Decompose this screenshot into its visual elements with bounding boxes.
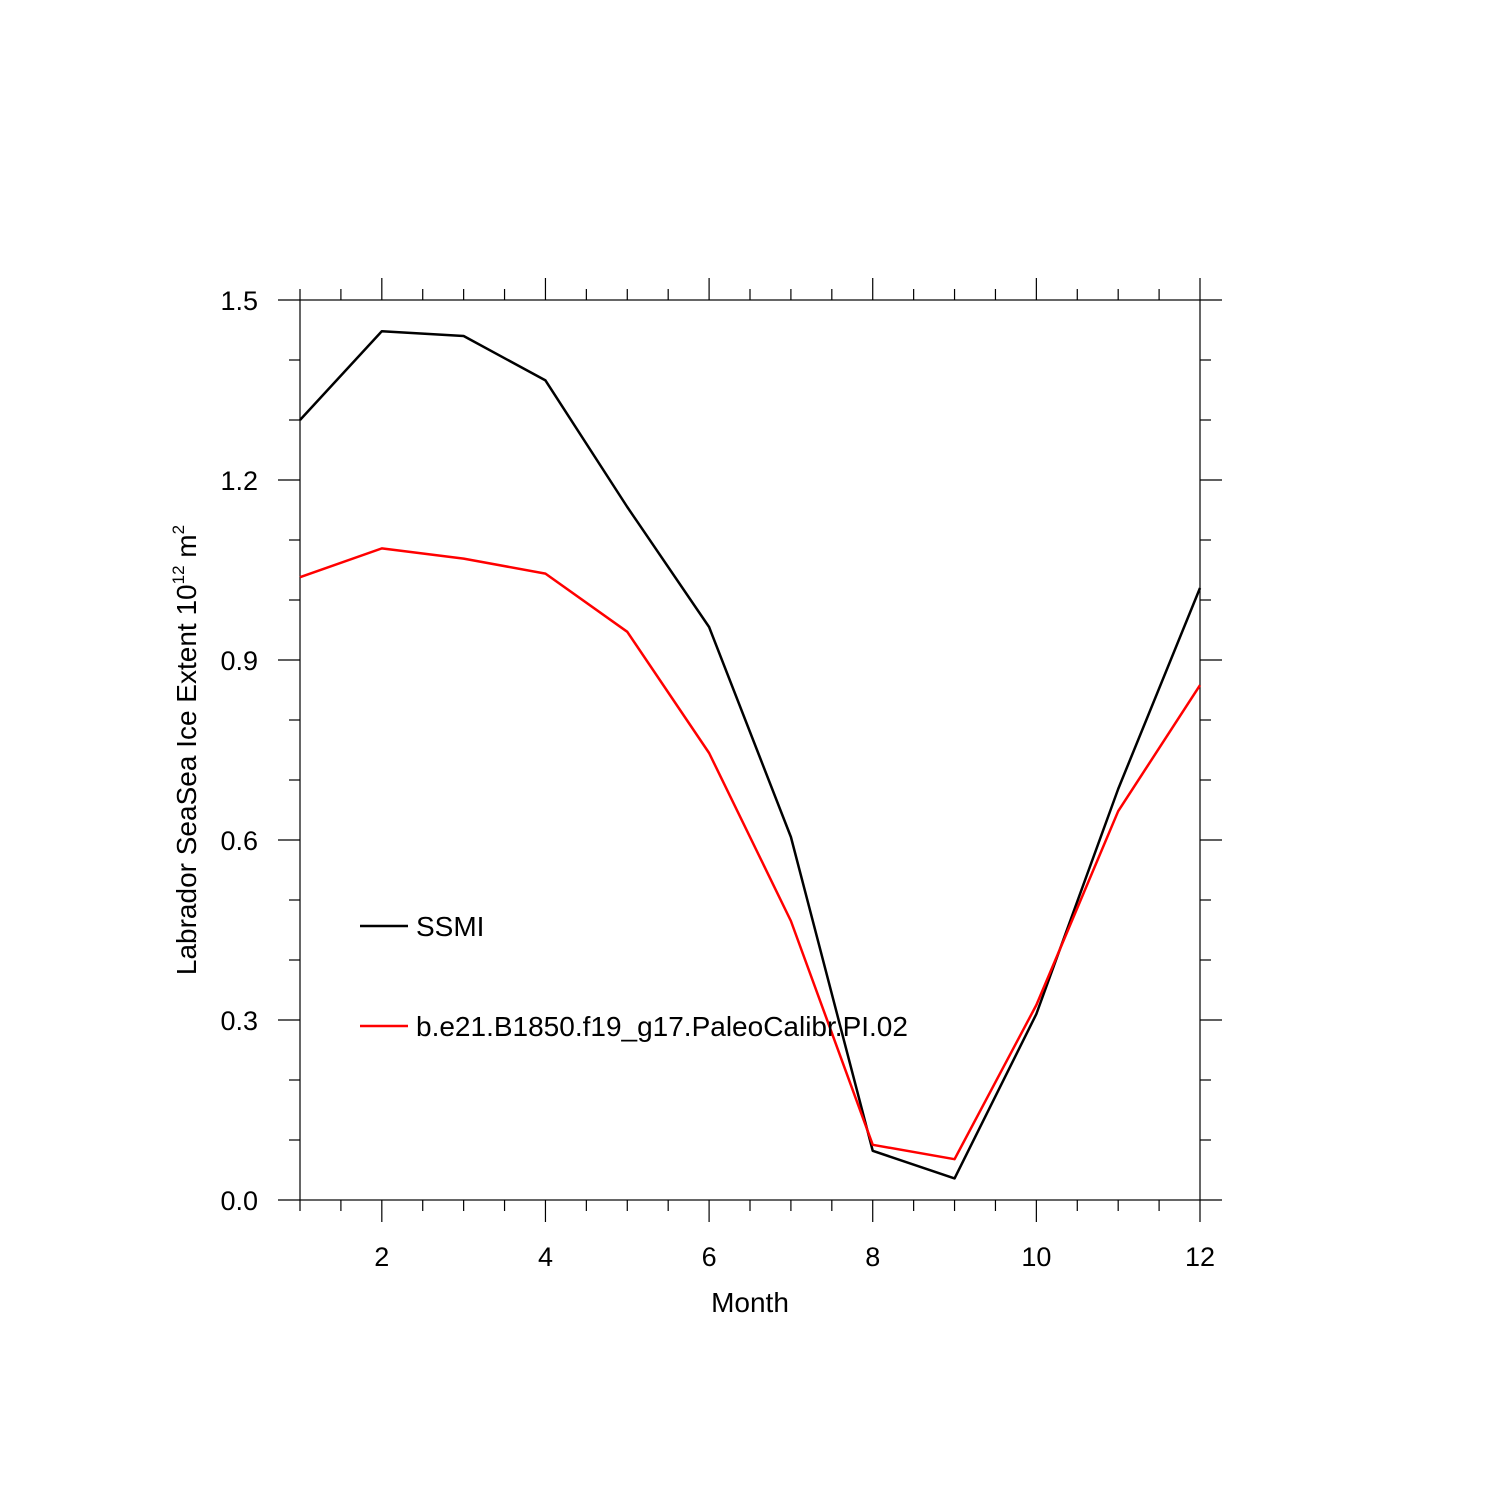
y-axis-label: Labrador SeaSea Ice Extent 1012 m2: [169, 525, 202, 975]
x-tick-label: 8: [865, 1242, 880, 1272]
x-tick-labels: 2 4 6 8 10 12: [374, 1242, 1215, 1272]
y-axis-label-text: Labrador SeaSea Ice Extent 10: [171, 584, 202, 975]
y-tick-label: 0.6: [220, 826, 258, 856]
legend: SSMI b.e21.B1850.f19_g17.PaleoCalibr.PI.…: [360, 911, 908, 1042]
y-tick-label: 1.5: [220, 286, 258, 316]
y-tick-label: 0.9: [220, 646, 258, 676]
y-axis-label-unit: m: [171, 534, 202, 565]
x-axis-label: Month: [711, 1287, 789, 1318]
series-line-1: [299, 547, 1202, 1161]
x-tick-label: 12: [1185, 1242, 1215, 1272]
x-tick-label: 2: [374, 1242, 389, 1272]
y-axis-label-unit-exponent: 2: [169, 525, 188, 534]
x-tick-label: 6: [702, 1242, 717, 1272]
x-tick-label: 4: [538, 1242, 553, 1272]
legend-label-model: b.e21.B1850.f19_g17.PaleoCalibr.PI.02: [416, 1011, 908, 1042]
y-tick-labels: 0.0 0.3 0.6 0.9 1.2 1.5: [220, 286, 258, 1216]
series-lines: [299, 329, 1202, 1180]
y-tick-label: 0.3: [220, 1006, 258, 1036]
y-tick-label: 0.0: [220, 1186, 258, 1216]
axis-ticks: [278, 278, 1222, 1222]
y-axis-label-exponent: 12: [169, 565, 188, 584]
legend-label-ssmi: SSMI: [416, 911, 484, 942]
y-tick-label: 1.2: [220, 466, 258, 496]
x-tick-label: 10: [1021, 1242, 1051, 1272]
plot-frame: [299, 299, 1201, 1201]
series-line-0: [299, 329, 1202, 1180]
